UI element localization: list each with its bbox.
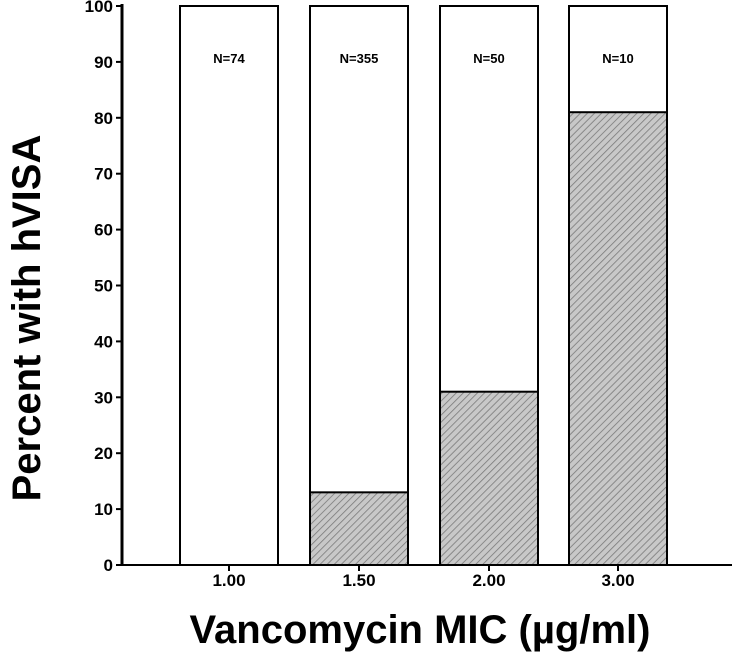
bar-annotation-1.00: N=74: [213, 51, 245, 66]
y-tick-label-40: 40: [94, 332, 113, 351]
bars-layer: [179, 5, 668, 567]
x-tick-label-1.00: 1.00: [212, 571, 245, 590]
y-axis-title: Percent with hVISA: [5, 135, 49, 502]
bar-annotation-2.00: N=50: [473, 51, 504, 66]
y-tick-label-100: 100: [85, 0, 113, 16]
y-tick-label-0: 0: [104, 556, 113, 575]
bar-1.50: [309, 491, 409, 566]
bar-annotation-1.50: N=355: [340, 51, 379, 66]
y-tick-label-20: 20: [94, 444, 113, 463]
bar-3.00: [568, 111, 668, 567]
y-tick-label-90: 90: [94, 53, 113, 72]
bar-2.00: [439, 390, 539, 566]
y-tick-label-30: 30: [94, 388, 113, 407]
bar-frame-1.00: [179, 5, 279, 566]
y-tick-label-10: 10: [94, 500, 113, 519]
x-tick-label-3.00: 3.00: [601, 571, 634, 590]
x-tick-label-1.50: 1.50: [342, 571, 375, 590]
x-axis-title: Vancomycin MIC (µg/ml): [190, 608, 651, 652]
y-tick-label-60: 60: [94, 221, 113, 240]
y-tick-label-70: 70: [94, 165, 113, 184]
axes-layer: [116, 4, 732, 571]
bar-frame-1.50: [309, 5, 409, 566]
labels-layer: N=74 1.00 N=355 1.50 N=50 2.00 N=10 3.00 0 10 20 30…: [85, 0, 635, 590]
y-tick-label-50: 50: [94, 277, 113, 296]
y-tick-label-80: 80: [94, 109, 113, 128]
bar-annotation-3.00: N=10: [602, 51, 633, 66]
x-tick-label-2.00: 2.00: [472, 571, 505, 590]
